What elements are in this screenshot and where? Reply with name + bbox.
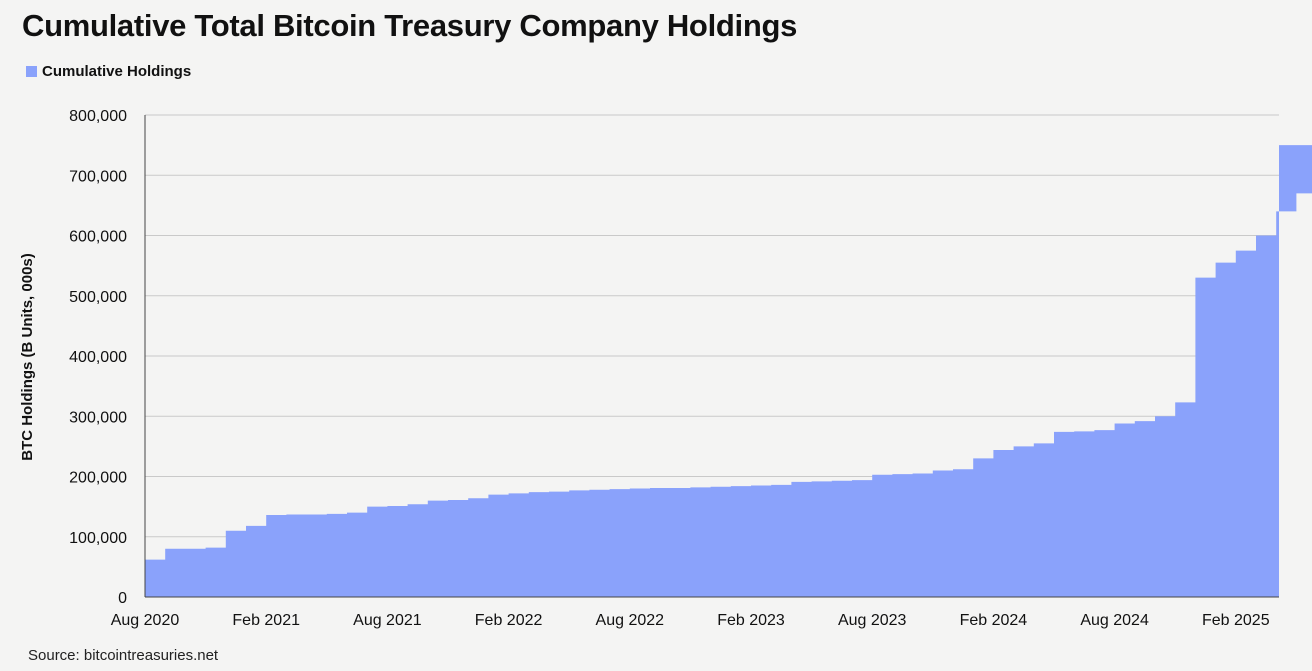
y-tick-label: 200,000 [69,470,127,487]
x-tick-label: Feb 2025 [1202,612,1270,629]
y-tick-label: 400,000 [69,349,127,366]
y-tick-label: 500,000 [69,289,127,306]
y-tick-label: 800,000 [69,108,127,125]
y-tick-label: 300,000 [69,409,127,426]
y-tick-labels: 0 100,000 200,000 300,000 400,000 500,000 600,… [69,108,127,607]
x-tick-label: Feb 2024 [960,612,1028,629]
legend: Cumulative Holdings [26,63,191,80]
y-axis-label: BTC Holdings (B Units, 000s) [19,253,36,461]
x-tick-label: Feb 2022 [475,612,543,629]
y-tick-label: 100,000 [69,530,127,547]
plot-area [145,145,1312,597]
x-tick-label: Feb 2023 [717,612,785,629]
x-tick-label: Aug 2020 [111,612,180,629]
source-note: Source: bitcointreasuries.net [28,647,219,664]
chart-title: Cumulative Total Bitcoin Treasury Compan… [22,8,798,43]
axes [144,115,1279,598]
x-tick-label: Aug 2022 [596,612,665,629]
y-tick-label: 700,000 [69,168,127,185]
legend-label: Cumulative Holdings [42,63,192,80]
x-tick-label: Aug 2021 [353,612,422,629]
y-tick-label: 0 [118,590,127,607]
x-tick-label: Aug 2024 [1080,612,1149,629]
y-tick-label: 600,000 [69,229,127,246]
x-tick-label: Aug 2023 [838,612,907,629]
x-tick-labels: Aug 2020 Feb 2021 Aug 2021 Feb 2022 Aug 2022… [111,612,1270,629]
x-tick-label: Feb 2021 [232,612,300,629]
series-area-cumulative-holdings [145,145,1312,597]
legend-swatch [26,66,37,77]
